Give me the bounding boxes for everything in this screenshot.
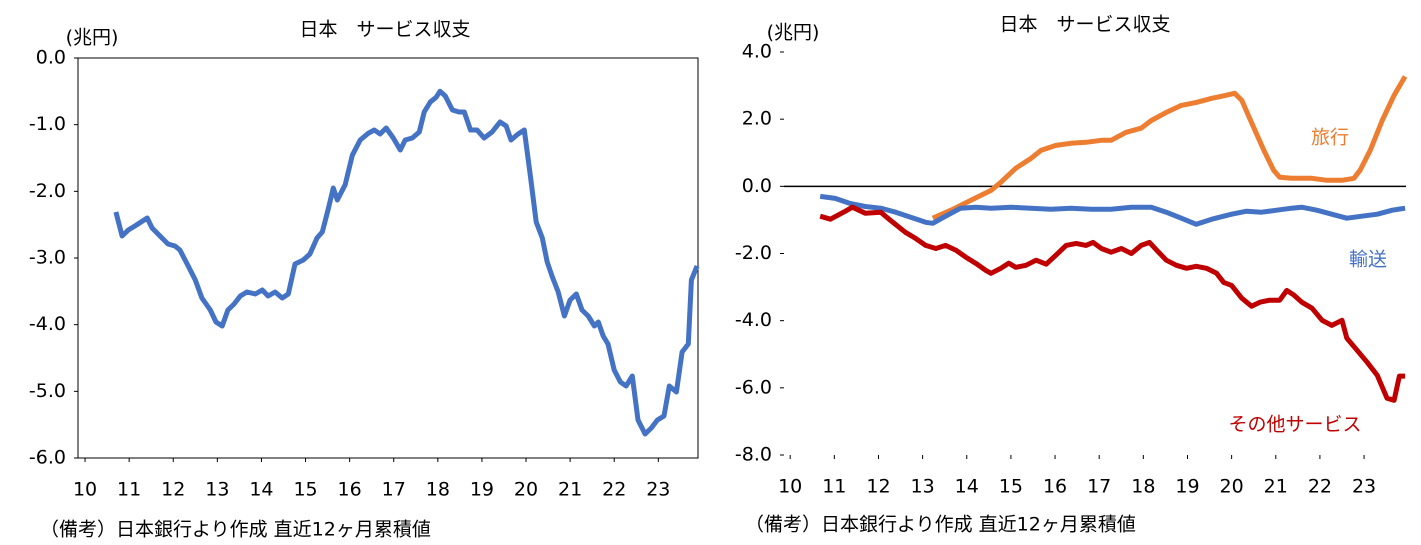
y-unit: (兆円) [767, 22, 820, 44]
plot-frame [77, 57, 699, 459]
data-line [819, 204, 1406, 403]
x-tick-label: 21 [558, 479, 582, 501]
data-line [931, 75, 1408, 221]
x-tick-label: 10 [778, 476, 802, 498]
note: （備考）日本銀行より作成 直近12ヶ月累積値 [745, 514, 1136, 536]
chart-title: 日本 サービス収支 [299, 19, 470, 41]
x-tick-label: 23 [646, 479, 670, 501]
y-tick-label: 2.0 [742, 108, 772, 130]
y-unit: (兆円) [66, 27, 119, 49]
x-tick-label: 23 [1352, 476, 1376, 498]
y-tick-label: -6.0 [735, 376, 772, 398]
x-tick-label: 19 [470, 479, 494, 501]
y-tick-label: 0.0 [36, 47, 66, 69]
x-tick-label: 14 [249, 479, 273, 501]
x-tick-label: 13 [911, 476, 935, 498]
series-label: その他サービス [1228, 414, 1361, 436]
x-tick-label: 15 [999, 476, 1023, 498]
data-line [819, 193, 1406, 227]
y-tick-label: -5.0 [29, 380, 66, 402]
data-line [113, 88, 700, 437]
x-tick-label: 13 [205, 479, 229, 501]
y-tick-label: -2.0 [735, 242, 772, 264]
x-tick-label: 18 [426, 479, 450, 501]
series-label: 輸送 [1349, 249, 1387, 271]
x-tick-label: 22 [602, 479, 626, 501]
x-tick-label: 17 [382, 479, 406, 501]
y-tick-label: -4.0 [735, 309, 772, 331]
x-tick-label: 11 [117, 479, 141, 501]
x-tick-label: 14 [955, 476, 979, 498]
x-tick-label: 20 [1220, 476, 1244, 498]
x-tick-label: 17 [1087, 476, 1111, 498]
y-tick-label: -2.0 [29, 180, 66, 202]
x-tick-label: 22 [1308, 476, 1332, 498]
chart-title: 日本 サービス収支 [999, 14, 1170, 36]
x-tick-label: 15 [293, 479, 317, 501]
x-tick-label: 16 [1043, 476, 1067, 498]
x-tick-label: 10 [73, 479, 97, 501]
x-tick-label: 12 [866, 476, 890, 498]
y-tick-label: 4.0 [742, 41, 772, 63]
x-tick-label: 19 [1175, 476, 1199, 498]
y-tick-label: -8.0 [735, 444, 772, 466]
x-tick-label: 11 [822, 476, 846, 498]
y-tick-label: -3.0 [29, 247, 66, 269]
y-tick-label: -1.0 [29, 113, 66, 135]
series-label: 旅行 [1311, 127, 1349, 149]
y-tick-label: -4.0 [29, 313, 66, 335]
x-tick-label: 21 [1264, 476, 1288, 498]
note: （備考）日本銀行より作成 直近12ヶ月累積値 [40, 519, 431, 541]
x-tick-label: 20 [514, 479, 538, 501]
y-tick-label: 0.0 [742, 175, 772, 197]
x-tick-label: 12 [161, 479, 185, 501]
y-tick-label: -6.0 [29, 447, 66, 469]
x-tick-label: 18 [1131, 476, 1155, 498]
x-tick-label: 16 [338, 479, 362, 501]
